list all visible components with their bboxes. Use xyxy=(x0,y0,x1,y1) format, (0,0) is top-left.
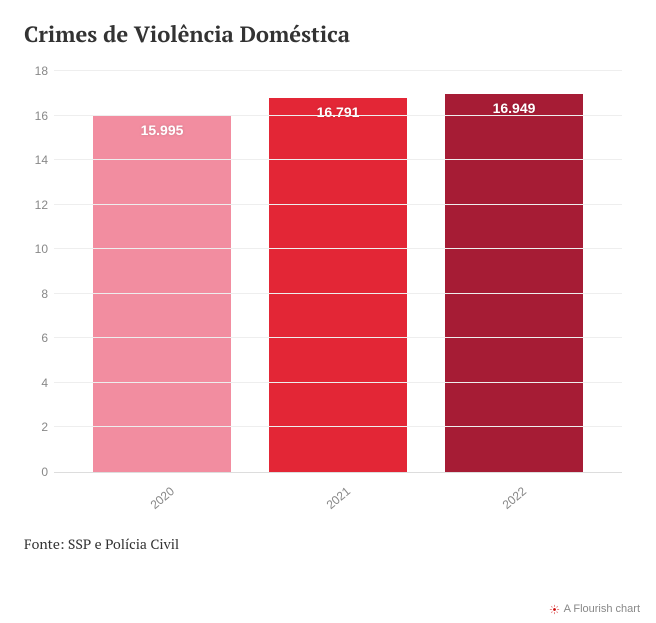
gridline xyxy=(54,248,622,249)
gridline xyxy=(54,70,622,71)
bars-layer: 15.995 16.791 16.949 xyxy=(54,71,622,472)
y-tick-label: 4 xyxy=(24,376,48,390)
plot-area: 15.99516.79116.949 024681012141618 xyxy=(54,71,622,473)
bar-slot: 16.949 xyxy=(426,71,602,472)
y-tick-label: 18 xyxy=(24,64,48,78)
chart-container: Crimes de Violência Doméstica 15.995 16.7… xyxy=(0,0,656,623)
y-tick-label: 14 xyxy=(24,153,48,167)
gridline xyxy=(54,426,622,427)
bar[interactable]: 16.949 xyxy=(445,94,582,472)
x-axis-labels: 2020 2021 2022 xyxy=(54,473,622,523)
y-tick-label: 8 xyxy=(24,287,48,301)
y-tick-label: 6 xyxy=(24,331,48,345)
bar-slot: 16.791 xyxy=(250,71,426,472)
x-tick-label: 2022 xyxy=(499,484,528,512)
source-text: Fonte: SSP e Polícia Civil xyxy=(24,535,632,554)
x-label-slot: 2022 xyxy=(426,473,602,523)
bar-value-label: 16.791 xyxy=(317,104,360,120)
bar-slot: 15.995 xyxy=(74,71,250,472)
x-tick-label: 2020 xyxy=(147,484,176,512)
credit-badge[interactable]: A Flourish chart xyxy=(549,603,640,615)
bar[interactable]: 15.995 xyxy=(93,116,230,472)
gridline xyxy=(54,115,622,116)
gridline xyxy=(54,337,622,338)
credit-text: A Flourish chart xyxy=(564,603,640,615)
chart-title: Crimes de Violência Doméstica xyxy=(24,20,632,49)
bar-value-label: 15.995 xyxy=(141,122,184,138)
bar[interactable]: 16.791 xyxy=(269,98,406,472)
gridline xyxy=(54,204,622,205)
x-label-slot: 2020 xyxy=(74,473,250,523)
y-tick-label: 0 xyxy=(24,465,48,479)
x-label-slot: 2021 xyxy=(250,473,426,523)
y-tick-label: 16 xyxy=(24,109,48,123)
y-tick-label: 12 xyxy=(24,198,48,212)
gridline xyxy=(54,382,622,383)
flourish-icon xyxy=(549,604,560,615)
chart-frame: 15.99516.79116.949 024681012141618 20202… xyxy=(24,63,632,523)
gridline xyxy=(54,159,622,160)
x-tick-label: 2021 xyxy=(323,484,352,512)
y-tick-label: 2 xyxy=(24,420,48,434)
y-tick-label: 10 xyxy=(24,242,48,256)
gridline xyxy=(54,293,622,294)
